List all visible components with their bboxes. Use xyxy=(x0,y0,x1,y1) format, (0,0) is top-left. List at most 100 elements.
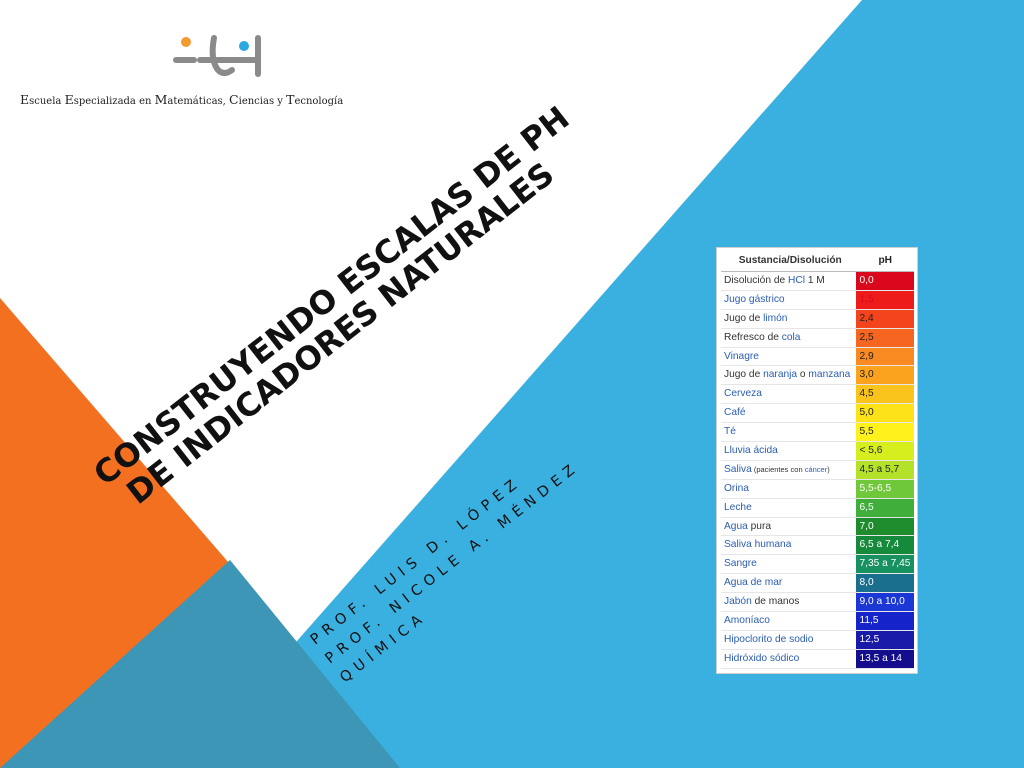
substance-cell: Jugo de limón xyxy=(721,310,856,328)
ph-value-cell: 12,5 xyxy=(856,630,914,649)
substance-text: Leche xyxy=(724,501,752,513)
ph-value-cell: 11,5 xyxy=(856,612,914,630)
substance-text: HCl xyxy=(788,275,805,286)
substance-cell: Amoníaco xyxy=(721,612,856,630)
table-row: Sangre 7,35 a 7,45 xyxy=(721,555,914,575)
substance-cell: Té xyxy=(721,423,856,441)
substance-text: Cerveza xyxy=(724,388,762,400)
ph-value-cell: 5,5 xyxy=(856,423,914,442)
substance-text: Vinagre xyxy=(724,350,759,362)
substance-text: Saliva humana xyxy=(724,539,792,551)
table-row: Té 5,5 xyxy=(721,423,914,443)
table-row: Hidróxido sódico 13,5 a 14 xyxy=(721,649,914,669)
table-header-row: Sustancia/Disolución pH xyxy=(721,251,914,272)
substance-text: Lluvia ácida xyxy=(724,445,778,457)
substance-cell: Jugo gástrico xyxy=(721,291,856,309)
substance-text: Jugo gástrico xyxy=(724,293,785,305)
substance-cell: Hidróxido sódico xyxy=(721,650,856,668)
table-row: Refresco de cola 2,5 xyxy=(721,328,914,348)
table-row: Jugo gástrico 1,5 xyxy=(721,290,914,310)
substance-cell: Leche xyxy=(721,499,856,517)
school-name-part: specializada en xyxy=(73,96,155,107)
school-name-part: E xyxy=(20,92,30,107)
substance-text: Jugo de xyxy=(724,369,764,381)
substance-text: Agua xyxy=(724,520,748,532)
school-name-part: ecnología xyxy=(294,96,344,107)
substance-text: de manos xyxy=(751,596,800,608)
substance-text: 1 M xyxy=(804,275,825,286)
school-name-part: T xyxy=(286,92,295,107)
substance-text: Hipoclorito de sodio xyxy=(724,633,814,645)
table-row: Café 5,0 xyxy=(721,404,914,424)
substance-cell: Saliva (pacientes con cáncer) xyxy=(721,461,856,479)
substance-text: pura xyxy=(747,520,772,532)
ph-value-cell: 7,0 xyxy=(856,517,914,536)
substance-text: cáncer xyxy=(804,464,828,474)
substance-text: Jabón xyxy=(724,596,752,608)
substance-cell: Cerveza xyxy=(721,385,856,403)
header-ph: pH xyxy=(878,255,893,266)
ph-value-cell: 5,5-6,5 xyxy=(856,479,914,498)
ph-value-cell: 7,35 a 7,45 xyxy=(856,555,914,574)
header-substance: Sustancia/Disolución xyxy=(738,255,842,266)
school-name-part: scuela xyxy=(29,96,65,107)
table-row: Vinagre 2,9 xyxy=(721,347,914,367)
ph-value-cell: 4,5 a 5,7 xyxy=(856,460,914,479)
substance-cell: Refresco de cola xyxy=(721,329,856,347)
substance-text: Saliva xyxy=(724,463,752,475)
substance-cell: Café xyxy=(721,404,856,422)
table-row: Agua de mar 8,0 xyxy=(721,574,914,594)
substance-text: Orina xyxy=(724,482,749,494)
table-row: Jugo de naranja o manzana 3,0 xyxy=(721,366,914,386)
substance-text: Hidróxido sódico xyxy=(724,652,800,664)
substance-cell: Hipoclorito de sodio xyxy=(721,631,856,649)
ph-value-cell: 6,5 a 7,4 xyxy=(856,536,914,555)
substance-cell: Vinagre xyxy=(721,348,856,366)
school-name-part: M xyxy=(154,92,168,107)
school-name-part: iencias y xyxy=(238,96,287,107)
school-name-part: C xyxy=(229,92,239,107)
substance-text: Té xyxy=(724,426,736,438)
school-logo-mark-icon xyxy=(173,35,261,77)
substance-cell: Jugo de naranja o manzana xyxy=(721,366,856,384)
ph-value-cell: 0,0 xyxy=(856,272,914,290)
table-body: Disolución de HCl 1 M 0,0 Jugo gástrico 1,5… xyxy=(721,272,914,669)
table-row: Saliva (pacientes con cáncer) 4,5 a 5,7 xyxy=(721,460,914,480)
table-row: Saliva humana 6,5 a 7,4 xyxy=(721,536,914,556)
ph-value-cell: 3,0 xyxy=(856,366,914,385)
table-row: Agua pura 7,0 xyxy=(721,517,914,537)
ph-value-cell: 6,5 xyxy=(856,498,914,517)
table-row: Orina 5,5-6,5 xyxy=(721,479,914,499)
substance-text: Sangre xyxy=(724,558,757,570)
table-row: Leche 6,5 xyxy=(721,498,914,518)
background-teal-triangle xyxy=(0,560,400,768)
substance-text: Refresco de xyxy=(724,331,782,343)
ph-value-cell: < 5,6 xyxy=(856,442,914,460)
ph-scale-table: Sustancia/Disolución pH Disolución de HC… xyxy=(716,247,918,674)
substance-text: (pacientes con xyxy=(751,464,805,474)
substance-text: o xyxy=(797,369,809,381)
substance-text: cola xyxy=(781,331,801,343)
substance-cell: Jabón de manos xyxy=(721,593,856,611)
ph-value-cell: 2,5 xyxy=(856,328,914,347)
substance-cell: Saliva humana xyxy=(721,536,856,554)
substance-text: Amoníaco xyxy=(724,615,770,627)
ph-value-cell: 2,9 xyxy=(856,347,914,366)
table-row: Hipoclorito de sodio 12,5 xyxy=(721,630,914,650)
table-row: Disolución de HCl 1 M 0,0 xyxy=(721,272,914,291)
substance-text: Jugo de xyxy=(724,312,764,324)
school-logo: Escuela Especializada en Matemáticas, Ci… xyxy=(20,30,420,110)
substance-cell: Disolución de HCl 1 M xyxy=(721,272,856,290)
substance-text: manzana xyxy=(808,369,851,381)
substance-text: ) xyxy=(827,464,830,474)
ph-value-cell: 2,4 xyxy=(856,309,914,328)
substance-cell: Sangre xyxy=(721,555,856,573)
substance-cell: Agua de mar xyxy=(721,574,856,592)
table-row: Cerveza 4,5 xyxy=(721,385,914,405)
ph-value-cell: 8,0 xyxy=(856,574,914,593)
table-row: Amoníaco 11,5 xyxy=(721,612,914,631)
ph-value-cell: 13,5 a 14 xyxy=(856,649,914,668)
substance-text: naranja xyxy=(763,369,798,381)
ph-value-cell: 1,5 xyxy=(856,290,914,309)
